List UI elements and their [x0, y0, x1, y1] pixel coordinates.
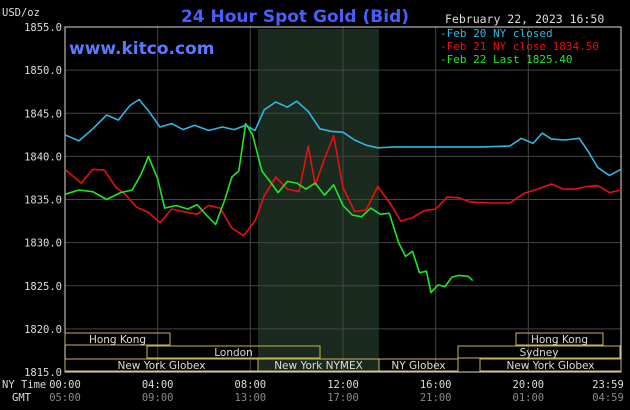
x-tick-label-ny: 00:00 — [49, 379, 81, 391]
series-line — [64, 98, 622, 177]
x-tick-label-gmt: 17:00 — [327, 392, 359, 404]
x-tick-label-ny: 12:00 — [327, 379, 359, 391]
session-label: New York NYMEX — [274, 360, 363, 372]
legend-entry: -Feb 22 Last 1825.40 — [440, 53, 572, 66]
plot-frame — [64, 26, 622, 373]
x-tick-label-ny: 16:00 — [420, 379, 452, 391]
x-tick-label-gmt: 09:00 — [142, 392, 174, 404]
session-bar — [64, 332, 171, 346]
session-label: Sydney — [520, 347, 559, 359]
y-tick-label: 1820.0 — [24, 324, 62, 336]
y-tick-label: 1840.0 — [24, 151, 62, 163]
y-tick-label: 1845.0 — [24, 108, 62, 120]
x-tick-label-ny: 23:59 — [592, 379, 624, 391]
session-bar — [378, 358, 459, 372]
x-tick-label-gmt: 05:00 — [49, 392, 81, 404]
y-tick-label: 1835.0 — [24, 195, 62, 207]
session-bar — [479, 358, 622, 372]
y-tick-label: 1815.0 — [24, 367, 62, 379]
y-tick-label: 1830.0 — [24, 238, 62, 250]
session-label: London — [214, 347, 253, 359]
series-line — [64, 134, 622, 237]
y-axis-ticks: 1855.0 1850.0 1845.0 1840.0 1835.0 1830.0 1825… — [24, 22, 62, 379]
x-tick-label-ny: 08:00 — [235, 379, 267, 391]
y-unit-label: USD/oz — [2, 7, 40, 19]
x-tick-label-gmt: 13:00 — [235, 392, 267, 404]
chart-date: February 22, 2023 16:50 — [445, 12, 604, 26]
x-tick-label-gmt: 21:00 — [420, 392, 452, 404]
gmt-label: GMT — [12, 392, 32, 404]
y-tick-label: 1825.0 — [24, 281, 62, 293]
session-bar — [457, 345, 621, 359]
series-line — [64, 122, 474, 294]
x-tick-label-ny: 20:00 — [513, 379, 545, 391]
session-bar — [146, 345, 321, 359]
ny-time-label: NY Time — [2, 379, 46, 391]
legend-entry: -Feb 20 NY closed — [440, 27, 553, 40]
website-label: www.kitco.com — [69, 39, 214, 59]
y-tick-label: 1855.0 — [24, 22, 62, 34]
chart-title: 24 Hour Spot Gold (Bid) — [181, 7, 409, 27]
legend-entry: -Feb 21 NY close 1834.50 — [440, 40, 599, 53]
x-tick-label-ny: 04:00 — [142, 379, 174, 391]
session-bar — [515, 332, 604, 346]
x-tick-label-gmt: 04:59 — [592, 392, 624, 404]
series-lines — [64, 98, 622, 294]
session-label: New York Globex — [117, 360, 205, 372]
session-label: New York Globex — [506, 360, 594, 372]
session-label: Hong Kong — [531, 334, 588, 346]
ny-session-shade — [258, 29, 379, 372]
legend: -Feb 20 NY closed-Feb 21 NY close 1834.5… — [440, 27, 599, 66]
grid-lines — [64, 26, 622, 373]
x-tick-label-gmt: 01:00 — [513, 392, 545, 404]
session-label: Hong Kong — [89, 334, 146, 346]
y-tick-label: 1850.0 — [24, 65, 62, 77]
session-label: NY Globex — [391, 360, 445, 372]
